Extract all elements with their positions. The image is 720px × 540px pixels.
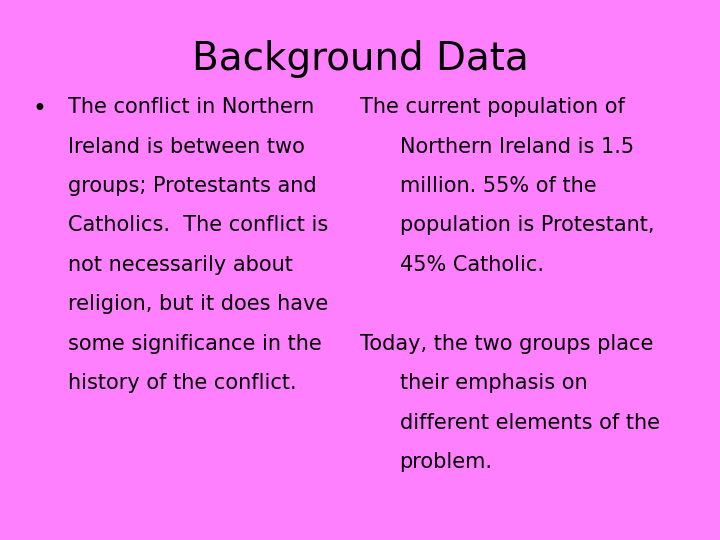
Text: Background Data: Background Data bbox=[192, 40, 528, 78]
Text: The conflict in Northern: The conflict in Northern bbox=[68, 97, 315, 117]
Text: Catholics.  The conflict is: Catholics. The conflict is bbox=[68, 215, 328, 235]
Text: some significance in the: some significance in the bbox=[68, 334, 322, 354]
Text: •: • bbox=[32, 97, 46, 121]
Text: history of the conflict.: history of the conflict. bbox=[68, 373, 297, 393]
Text: million. 55% of the: million. 55% of the bbox=[400, 176, 596, 196]
Text: different elements of the: different elements of the bbox=[400, 413, 660, 433]
Text: population is Protestant,: population is Protestant, bbox=[400, 215, 654, 235]
Text: Today, the two groups place: Today, the two groups place bbox=[360, 334, 653, 354]
Text: not necessarily about: not necessarily about bbox=[68, 255, 293, 275]
Text: religion, but it does have: religion, but it does have bbox=[68, 294, 328, 314]
Text: groups; Protestants and: groups; Protestants and bbox=[68, 176, 317, 196]
Text: their emphasis on: their emphasis on bbox=[400, 373, 588, 393]
Text: Northern Ireland is 1.5: Northern Ireland is 1.5 bbox=[400, 137, 634, 157]
Text: problem.: problem. bbox=[400, 452, 492, 472]
Text: 45% Catholic.: 45% Catholic. bbox=[400, 255, 544, 275]
Text: Ireland is between two: Ireland is between two bbox=[68, 137, 305, 157]
Text: The current population of: The current population of bbox=[360, 97, 625, 117]
